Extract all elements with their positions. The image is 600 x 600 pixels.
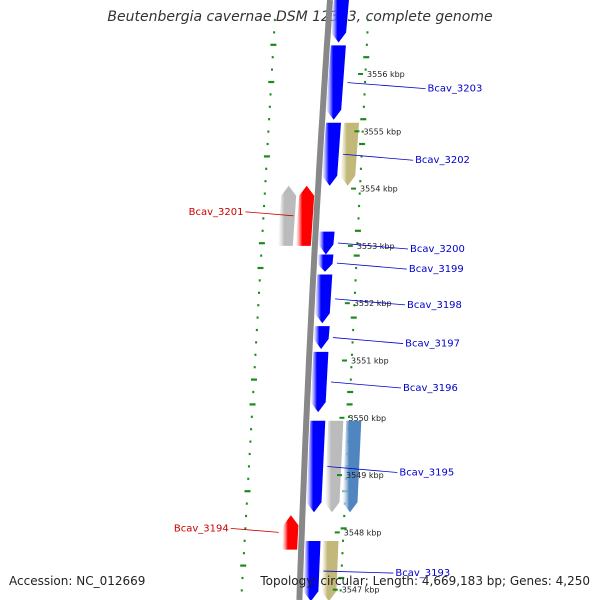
- gene-label: Bcav_3202: [415, 155, 470, 166]
- gene-label-leader: [333, 337, 404, 344]
- gene-reverse-4: [295, 185, 315, 246]
- gene-label: Bcav_3196: [403, 383, 458, 394]
- gene-label-leader: [230, 528, 279, 533]
- gene-forward-7: [317, 254, 334, 272]
- gene-label: Bcav_3198: [407, 300, 462, 311]
- gene-label-leader: [337, 242, 409, 250]
- gene-label-leader: [335, 298, 406, 306]
- scale-tick-label: 3554 kbp: [360, 185, 398, 194]
- scale-tick-label: 3547 kbp: [342, 586, 380, 595]
- gene-label-leader: [245, 211, 294, 217]
- gene-label: Bcav_3203: [428, 84, 483, 95]
- gc-skew-track: [240, 18, 370, 592]
- gene-labels: Bcav_3203 Bcav_3202 Bcav_3201 Bcav_3200 Bcav…: [174, 82, 483, 579]
- accession-text: Accession: NC_012669: [9, 574, 146, 588]
- gene-forward-1: [326, 45, 346, 120]
- gene-label-leader: [343, 153, 414, 161]
- gene-label: Bcav_3195: [399, 468, 454, 479]
- gene-forward-10: [310, 351, 329, 413]
- gene-label: Bcav_3193: [395, 568, 450, 579]
- gene-forward-9: [313, 326, 330, 349]
- gene-rna-3: [340, 122, 359, 186]
- gene-label-leader: [336, 262, 407, 270]
- gene-pseudo-5: [277, 185, 297, 246]
- gene-label-leader: [327, 466, 398, 473]
- scale-tick-label: 3552 kbp: [354, 299, 392, 308]
- gene-label: Bcav_3200: [410, 244, 465, 255]
- gene-label: Bcav_3199: [409, 264, 464, 275]
- gene-label-leader: [323, 570, 394, 574]
- gene-label-leader: [347, 82, 426, 89]
- gene-reverse-14: [282, 515, 299, 550]
- map-title: Beutenbergia cavernae DSM 12333, complet…: [107, 9, 493, 25]
- gene-label-leader: [330, 381, 402, 389]
- topology-text: Topology: circular; Length: 4,669,183 bp…: [260, 574, 590, 588]
- gene-label: Bcav_3201: [189, 207, 244, 218]
- gene-forward-0: [331, 0, 349, 43]
- genome-backbone: [296, 0, 333, 600]
- scale-tick-label: 3556 kbp: [367, 70, 405, 79]
- gene-forward-6: [318, 231, 335, 255]
- gene-label: Bcav_3197: [405, 339, 460, 350]
- scale-tick-label: 3548 kbp: [344, 528, 382, 537]
- backbone-line: [296, 0, 333, 600]
- gene-forward-15: [303, 541, 321, 600]
- gene-track: [277, 0, 362, 600]
- scale-tick-label: 3549 kbp: [346, 471, 384, 480]
- gene-pseudo-12: [324, 420, 344, 513]
- gene-forward-8: [314, 274, 333, 324]
- gene-label: Bcav_3194: [174, 523, 229, 534]
- gene-forward-11: [306, 420, 326, 513]
- gene-forward-2: [322, 122, 341, 186]
- gene-other-13: [342, 420, 362, 513]
- scale-tick-label: 3555 kbp: [363, 127, 401, 136]
- gene-rna-16: [321, 541, 339, 600]
- scale-tick-label: 3550 kbp: [348, 414, 386, 423]
- scale-tick-label: 3551 kbp: [351, 357, 389, 366]
